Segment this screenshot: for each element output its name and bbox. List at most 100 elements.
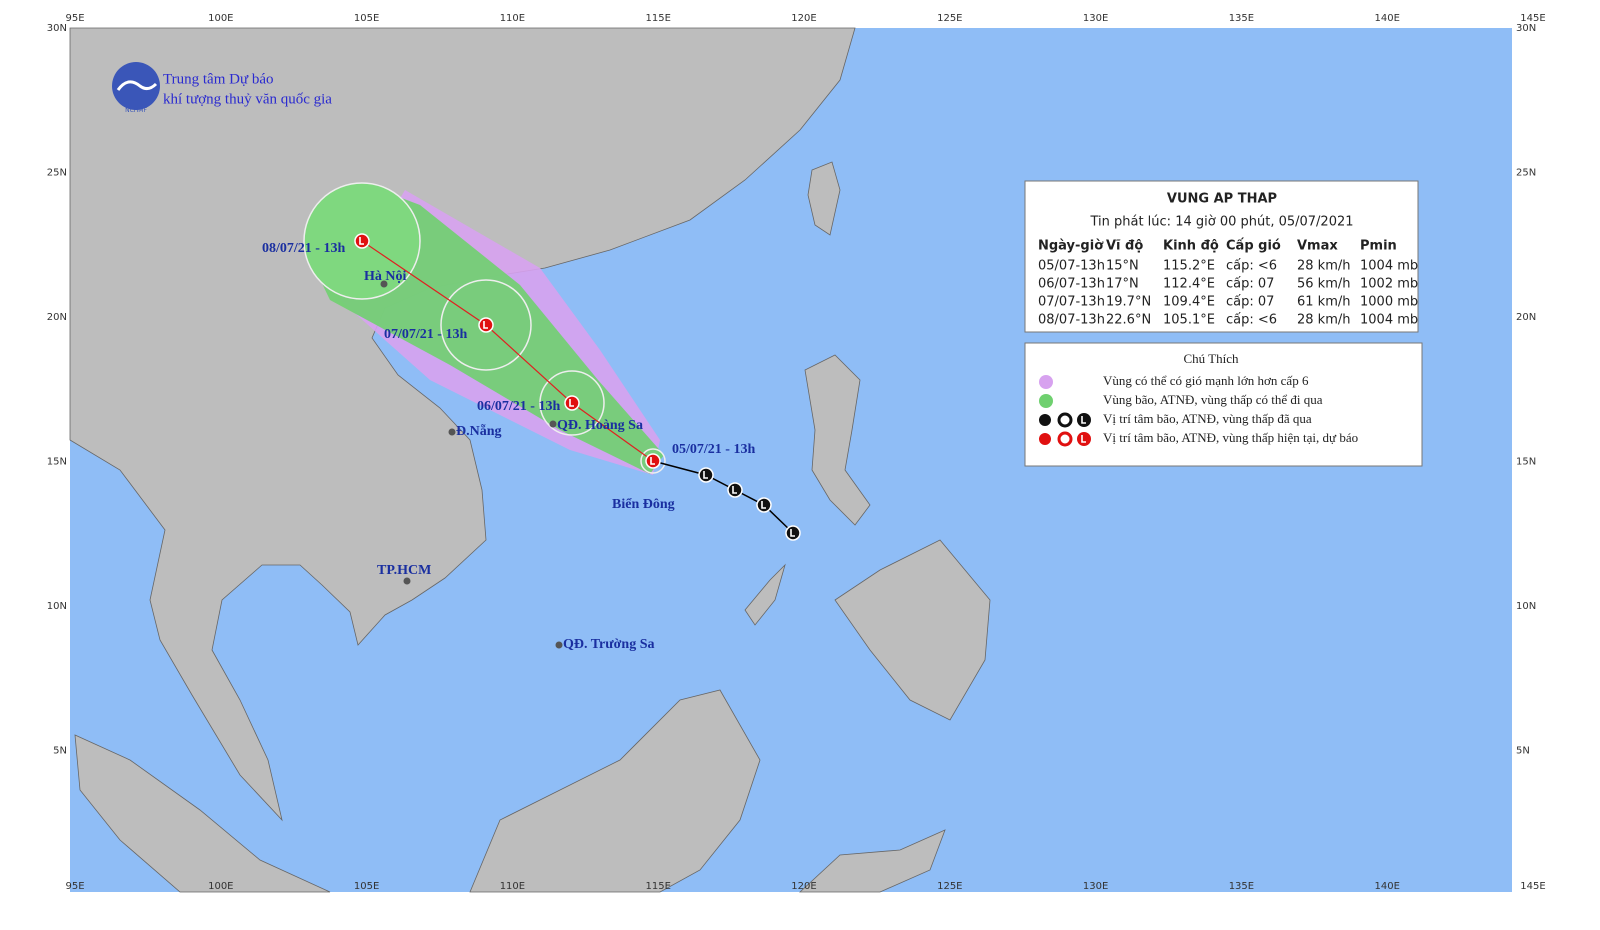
legend-swatch [1039, 394, 1053, 408]
lat-label: 15N [47, 457, 67, 468]
land [69, 27, 991, 893]
lon-label: 105E [354, 881, 379, 892]
lon-label: 110E [500, 13, 525, 24]
logo-wave [116, 80, 158, 91]
lat-label: 25N [1516, 168, 1536, 179]
table-cell: 1000 mb [1360, 295, 1418, 310]
legend-item: Vị trí tâm bão, ATNĐ, vùng thấp hiện tại… [1103, 430, 1358, 445]
legend-item: Vùng bão, ATNĐ, vùng thấp có thể đi qua [1103, 392, 1323, 407]
table-header: Vĩ độ [1106, 239, 1143, 254]
low-symbol [483, 321, 488, 329]
legend-icon [1057, 412, 1073, 428]
table-header: Vmax [1297, 239, 1338, 254]
forecast-center [564, 395, 580, 411]
forecast-center [478, 317, 494, 333]
table-cell: 19.7°N [1106, 295, 1151, 310]
forecast-center [645, 453, 661, 469]
past-center [727, 482, 743, 498]
lat-label: 20N [1516, 312, 1536, 323]
low-symbol [761, 501, 766, 509]
legend-icon [1081, 435, 1086, 443]
legend-title: Chú Thích [1183, 351, 1239, 366]
legend-item: Vùng có thể có gió mạnh lớn hơn cấp 6 [1103, 373, 1309, 388]
table-cell: 56 km/h [1297, 277, 1351, 292]
lon-label: 130E [1083, 13, 1108, 24]
legend-icon [1077, 432, 1091, 446]
lon-label: 115E [645, 13, 670, 24]
lon-label: 105E [354, 13, 379, 24]
lat-label: 5N [53, 746, 67, 757]
table-cell: 1004 mb [1360, 259, 1418, 274]
lon-label: 95E [65, 13, 84, 24]
place-dot [549, 420, 557, 428]
info-title: VUNG AP THAP [1167, 192, 1277, 207]
table-cell: 15°N [1106, 259, 1139, 274]
table-cell: 105.1°E [1163, 313, 1215, 328]
lon-label: 100E [208, 881, 233, 892]
lat-label: 10N [1516, 601, 1536, 612]
low-symbol [703, 471, 708, 479]
table-cell: 08/07-13h [1038, 313, 1105, 328]
place-name: Hà Nội [364, 269, 407, 284]
place-name: TP.HCM [377, 563, 431, 578]
low-symbol [790, 529, 795, 537]
low-symbol [569, 399, 574, 407]
info-box-frame [1024, 180, 1419, 333]
lon-label: 135E [1229, 13, 1254, 24]
table-header: Kinh độ [1163, 239, 1219, 254]
place-dot [448, 428, 456, 436]
org-name: Trung tâm Dự báo [163, 71, 274, 87]
lon-label: 125E [937, 881, 962, 892]
low-symbol [359, 237, 364, 245]
table-cell: cấp: <6 [1226, 313, 1277, 328]
logo: NCHMF Trung tâm Dự báo khí tượng thuỷ vă… [112, 62, 332, 114]
table-cell: cấp: 07 [1226, 277, 1274, 292]
low-symbol [650, 457, 655, 465]
uncertainty-circle [539, 370, 605, 436]
past-center [756, 497, 772, 513]
table-cell: 22.6°N [1106, 313, 1151, 328]
place-dot [555, 641, 563, 649]
place-name: QĐ. Trường Sa [563, 637, 655, 652]
lat-label: 30N [47, 23, 67, 34]
track-label: 08/07/21 - 13h [262, 241, 345, 256]
lat-label: 25N [47, 168, 67, 179]
past-center [785, 525, 801, 541]
table-cell: 61 km/h [1297, 295, 1351, 310]
lat-label: 15N [1516, 457, 1536, 468]
legend-icon [1057, 431, 1073, 447]
lon-label: 145E [1520, 13, 1545, 24]
logo-text: NCHMF [125, 107, 147, 114]
place-dot [380, 280, 388, 288]
table-cell: 28 km/h [1297, 259, 1351, 274]
lat-label: 30N [1516, 23, 1536, 34]
uncertainty-circle [640, 448, 666, 474]
lon-label: 110E [500, 881, 525, 892]
lon-label: 130E [1083, 881, 1108, 892]
place-dot [403, 577, 411, 585]
logo-mark [112, 62, 160, 110]
lon-label: 135E [1229, 881, 1254, 892]
info-box: VUNG AP THAP Tin phát lúc: 14 giờ 00 phú… [1024, 180, 1419, 333]
lon-label: 140E [1374, 881, 1399, 892]
place-name: QĐ. Hoàng Sa [557, 418, 643, 433]
lon-label: 125E [937, 13, 962, 24]
table-cell: 06/07-13h [1038, 277, 1105, 292]
table-header: Cấp gió [1226, 239, 1281, 254]
lon-label: 115E [645, 881, 670, 892]
table-cell: cấp: 07 [1226, 295, 1274, 310]
legend-icon [1039, 433, 1051, 445]
table-cell: 1004 mb [1360, 313, 1418, 328]
past-center [698, 467, 714, 483]
table-cell: 28 km/h [1297, 313, 1351, 328]
track-label: 06/07/21 - 13h [477, 399, 560, 414]
forecast-track [361, 240, 654, 462]
sea-name: Biển Đông [612, 497, 675, 512]
lat-label: 20N [47, 312, 67, 323]
table-header: Pmin [1360, 239, 1397, 254]
lat-label: 10N [47, 601, 67, 612]
legend-swatch [1039, 375, 1053, 389]
org-name: khí tượng thuỷ văn quốc gia [163, 91, 332, 107]
